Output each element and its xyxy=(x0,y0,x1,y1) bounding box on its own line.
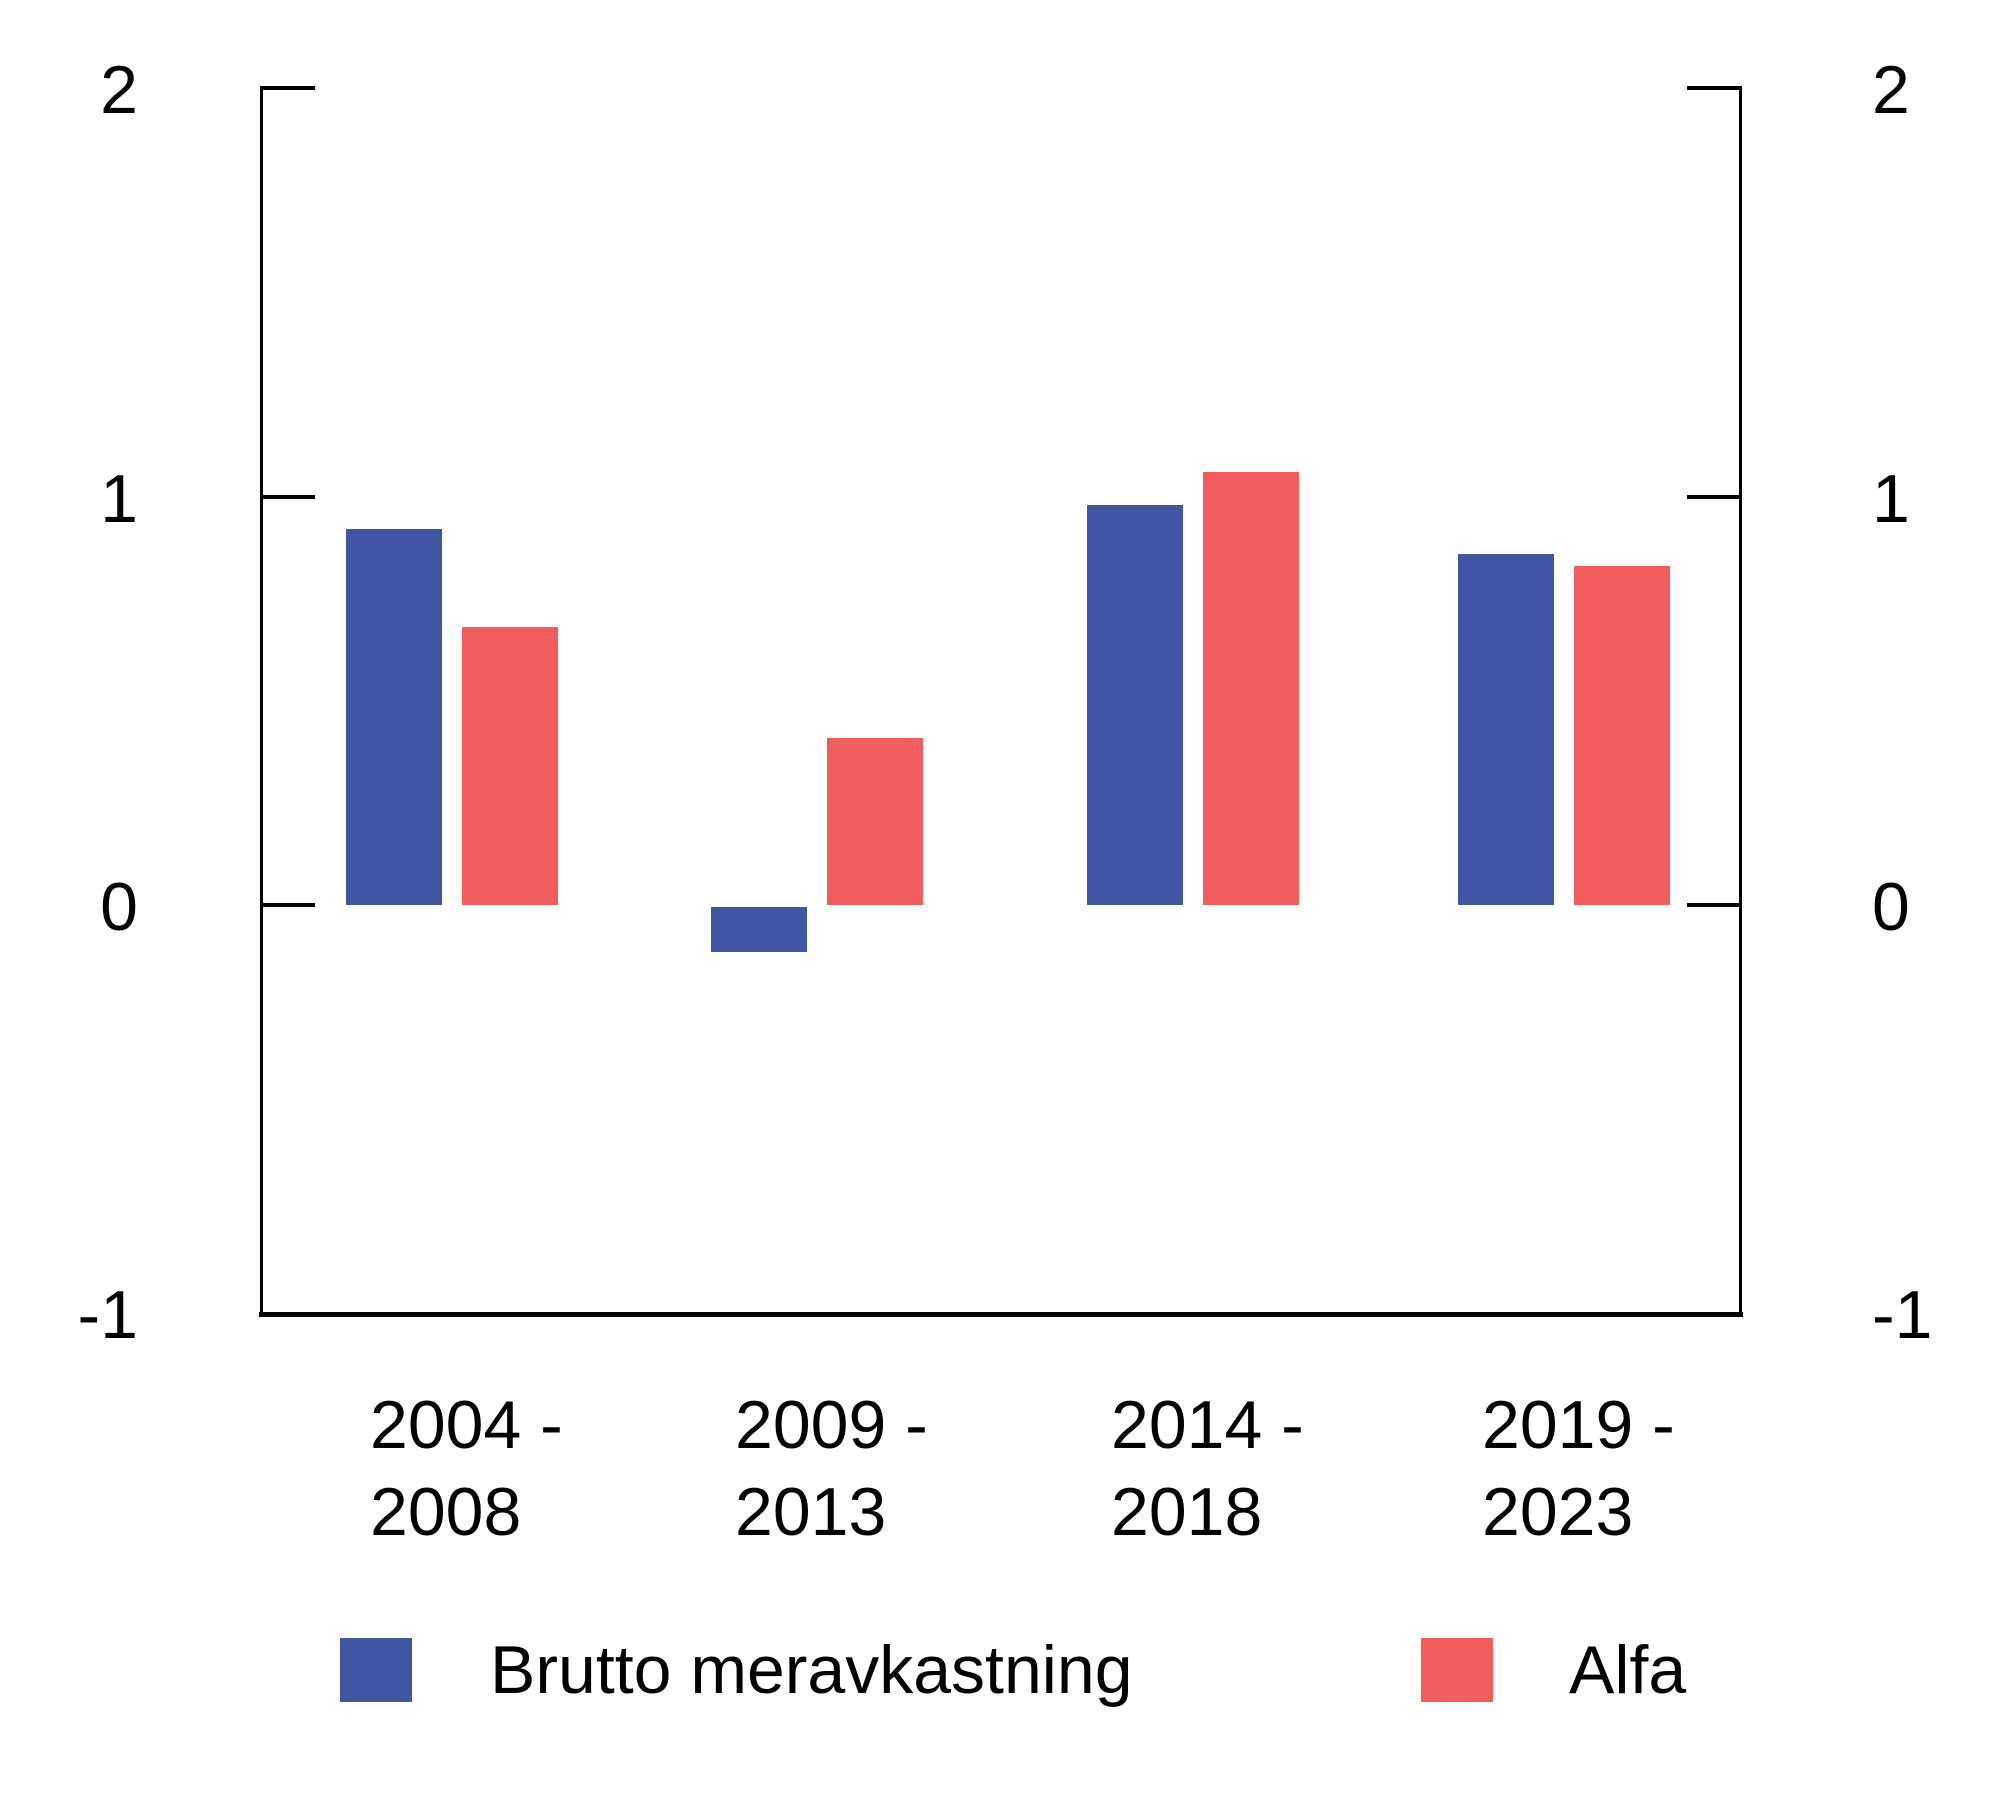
y-axis-label-right-1: 1 xyxy=(1872,461,1910,537)
y-axis-label-left-1: 1 xyxy=(100,461,138,537)
x-axis-label-line2: 2008 xyxy=(370,1474,522,1550)
x-axis-label-line2: 2018 xyxy=(1111,1474,1263,1550)
x-axis-label-2014-2018: 2014 - 2018 xyxy=(1111,1382,1304,1556)
y-axis-left-spine xyxy=(260,86,263,1312)
legend-swatch-brutto-meravkastning xyxy=(340,1638,412,1702)
legend-swatch-alfa xyxy=(1421,1638,1493,1702)
y-tick-left-0 xyxy=(260,903,315,907)
bar-brutto-meravkastning-2004-2008 xyxy=(346,529,442,905)
y-axis-label-left-2: 2 xyxy=(100,52,138,128)
x-axis-label-line1: 2019 - xyxy=(1482,1387,1675,1463)
x-axis-label-2019-2023: 2019 - 2023 xyxy=(1482,1382,1675,1556)
x-axis-label-line2: 2013 xyxy=(735,1474,887,1550)
y-tick-left-1 xyxy=(260,495,315,499)
y-tick-right-2 xyxy=(1687,86,1742,90)
bar-alfa-2009-2013 xyxy=(827,738,923,905)
x-axis-label-2004-2008: 2004 - 2008 xyxy=(370,1382,563,1556)
y-axis-label-left-0: 0 xyxy=(100,869,138,945)
x-axis-label-line1: 2004 - xyxy=(370,1387,563,1463)
x-axis-label-2009-2013: 2009 - 2013 xyxy=(735,1382,928,1556)
y-axis-label-right-0: 0 xyxy=(1872,869,1910,945)
x-axis-spine xyxy=(259,1312,1743,1317)
y-axis-label-right-2: 2 xyxy=(1872,52,1910,128)
bar-alfa-2019-2023 xyxy=(1574,566,1670,905)
bar-alfa-2004-2008 xyxy=(462,627,558,905)
x-axis-label-line1: 2014 - xyxy=(1111,1387,1304,1463)
y-axis-label-left--1: -1 xyxy=(77,1277,138,1353)
y-axis-label-right--1: -1 xyxy=(1872,1277,1933,1353)
bar-brutto-meravkastning-2009-2013 xyxy=(711,907,807,952)
y-tick-right-1 xyxy=(1687,495,1742,499)
bar-alfa-2014-2018 xyxy=(1203,472,1299,905)
x-axis-label-line1: 2009 - xyxy=(735,1387,928,1463)
x-axis-label-line2: 2023 xyxy=(1482,1474,1634,1550)
y-tick-right-0 xyxy=(1687,903,1742,907)
bar-brutto-meravkastning-2019-2023 xyxy=(1458,554,1554,905)
y-tick-left-2 xyxy=(260,86,315,90)
legend-label-brutto-meravkastning: Brutto meravkastning xyxy=(490,1632,1133,1708)
legend-label-alfa: Alfa xyxy=(1569,1632,1687,1708)
bar-brutto-meravkastning-2014-2018 xyxy=(1087,505,1183,905)
y-axis-right-spine xyxy=(1739,86,1742,1312)
